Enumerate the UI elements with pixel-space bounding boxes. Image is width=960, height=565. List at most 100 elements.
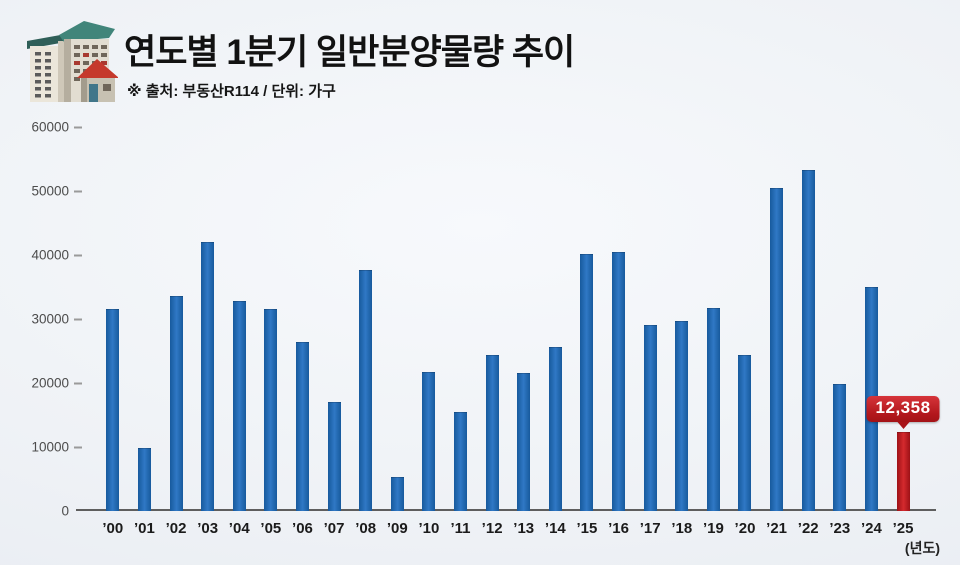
bar (201, 242, 215, 511)
bar (738, 355, 752, 511)
x-tick-label: ’16 (608, 520, 629, 537)
page-title: 연도별 1분기 일반분양물량 추이 (124, 33, 575, 72)
bar (422, 372, 436, 511)
y-tick-label: 20000 (31, 375, 69, 391)
bar-highlight-2025 (896, 432, 910, 511)
x-tick-label: ’19 (702, 520, 724, 537)
bar-slot: ’10 (413, 127, 445, 537)
bar-slot: ’15 (571, 127, 603, 537)
bar (675, 321, 689, 511)
bar-slot: ’00 (97, 127, 129, 537)
x-tick-label: ’21 (766, 520, 788, 537)
y-tick-mark (74, 446, 82, 448)
bar-slot: ’02 (160, 127, 192, 537)
y-tick-label: 40000 (31, 247, 69, 263)
y-tick: 40000 (0, 248, 82, 263)
value-callout: 12,358 (866, 396, 940, 422)
bar (801, 170, 815, 511)
bar-slot: ’09 (381, 127, 413, 537)
x-tick-label: ’17 (639, 520, 661, 537)
y-tick: 30000 (0, 312, 82, 327)
bar-slot: ’16 (603, 127, 635, 537)
bar (548, 347, 562, 511)
bar-slot: ’21 (761, 127, 793, 537)
y-tick-label: 30000 (31, 311, 69, 327)
x-axis-line (76, 509, 936, 511)
bar-slot: ’25 12,358 (866, 127, 940, 537)
bar-slot: ’23 (824, 127, 856, 537)
x-tick-label: ’09 (386, 520, 408, 537)
x-tick-label: ’04 (228, 520, 250, 537)
bar-slot: ’04 (223, 127, 255, 537)
bar-slot: ’14 (540, 127, 572, 537)
y-tick-mark (74, 190, 82, 192)
bar-slot: ’22 (792, 127, 824, 537)
bar (770, 188, 784, 511)
bar-slot: ’03 (192, 127, 224, 537)
x-tick-label: ’10 (418, 520, 440, 537)
bar-slot: ’13 (508, 127, 540, 537)
bar-slot: ’01 (129, 127, 161, 537)
x-tick-label: ’18 (671, 520, 693, 537)
y-tick: 60000 (0, 120, 82, 135)
x-tick-label: ’23 (829, 520, 851, 537)
x-tick-label: ’25 (892, 520, 914, 537)
bar (137, 448, 151, 511)
y-tick-label: 60000 (31, 119, 69, 135)
x-tick-label: ’07 (323, 520, 345, 537)
bar (833, 384, 847, 511)
bar (454, 412, 467, 511)
x-tick-label: ’08 (355, 520, 377, 537)
x-tick-label: ’24 (860, 520, 882, 537)
bar-slot: ’19 (698, 127, 730, 537)
bar-slot: ’17 (634, 127, 666, 537)
bar (359, 270, 373, 511)
x-tick-label: ’11 (450, 520, 471, 537)
bar-slot: ’06 (287, 127, 319, 537)
x-tick-label: ’03 (197, 520, 219, 537)
x-tick-label: ’02 (165, 520, 187, 537)
y-tick-mark (74, 318, 82, 320)
bar (517, 373, 531, 511)
bar (106, 309, 120, 511)
bar (612, 252, 626, 511)
bar-slot: ’18 (666, 127, 698, 537)
y-tick-label: 50000 (31, 183, 69, 199)
x-tick-label: ’01 (133, 520, 155, 537)
x-tick-label: ’22 (797, 520, 819, 537)
bar-slot: ’20 (729, 127, 761, 537)
bar (169, 296, 183, 511)
x-tick-label: ’13 (513, 520, 535, 537)
y-tick: 50000 (0, 184, 82, 199)
y-tick: 10000 (0, 440, 82, 455)
bar (264, 309, 278, 511)
x-tick-label: ’00 (102, 520, 124, 537)
bar (580, 254, 594, 511)
y-tick-mark (74, 382, 82, 384)
bar (327, 402, 341, 511)
x-tick-label: ’14 (544, 520, 566, 537)
y-tick: 0 (0, 504, 82, 519)
y-tick-label: 0 (61, 503, 69, 519)
y-tick-mark (74, 254, 82, 256)
bar-slot: ’24 (856, 127, 888, 537)
bar (232, 301, 246, 511)
bar-slot: ’12 (476, 127, 508, 537)
plot-area: ’00 ’01 ’02 ’03 ’04 ’05 ’06 ’07 ’08 ’09 ’10 ’11 ’12 ’… (97, 127, 940, 537)
bar (706, 308, 720, 511)
x-axis-unit-label: (년도) (904, 540, 940, 556)
bar-slot: ’07 (318, 127, 350, 537)
bar (295, 342, 309, 511)
bar-slot: ’11 (445, 127, 477, 537)
bar (643, 325, 657, 511)
bar-slot: ’08 (350, 127, 382, 537)
y-tick: 20000 (0, 376, 82, 391)
x-tick-label: ’20 (734, 520, 756, 537)
buildings-icon (27, 21, 118, 102)
bar (390, 477, 404, 511)
source-note: ※ 출처: 부동산R114 / 단위: 가구 (127, 83, 336, 100)
bar (485, 355, 499, 511)
x-tick-label: ’05 (260, 520, 282, 537)
